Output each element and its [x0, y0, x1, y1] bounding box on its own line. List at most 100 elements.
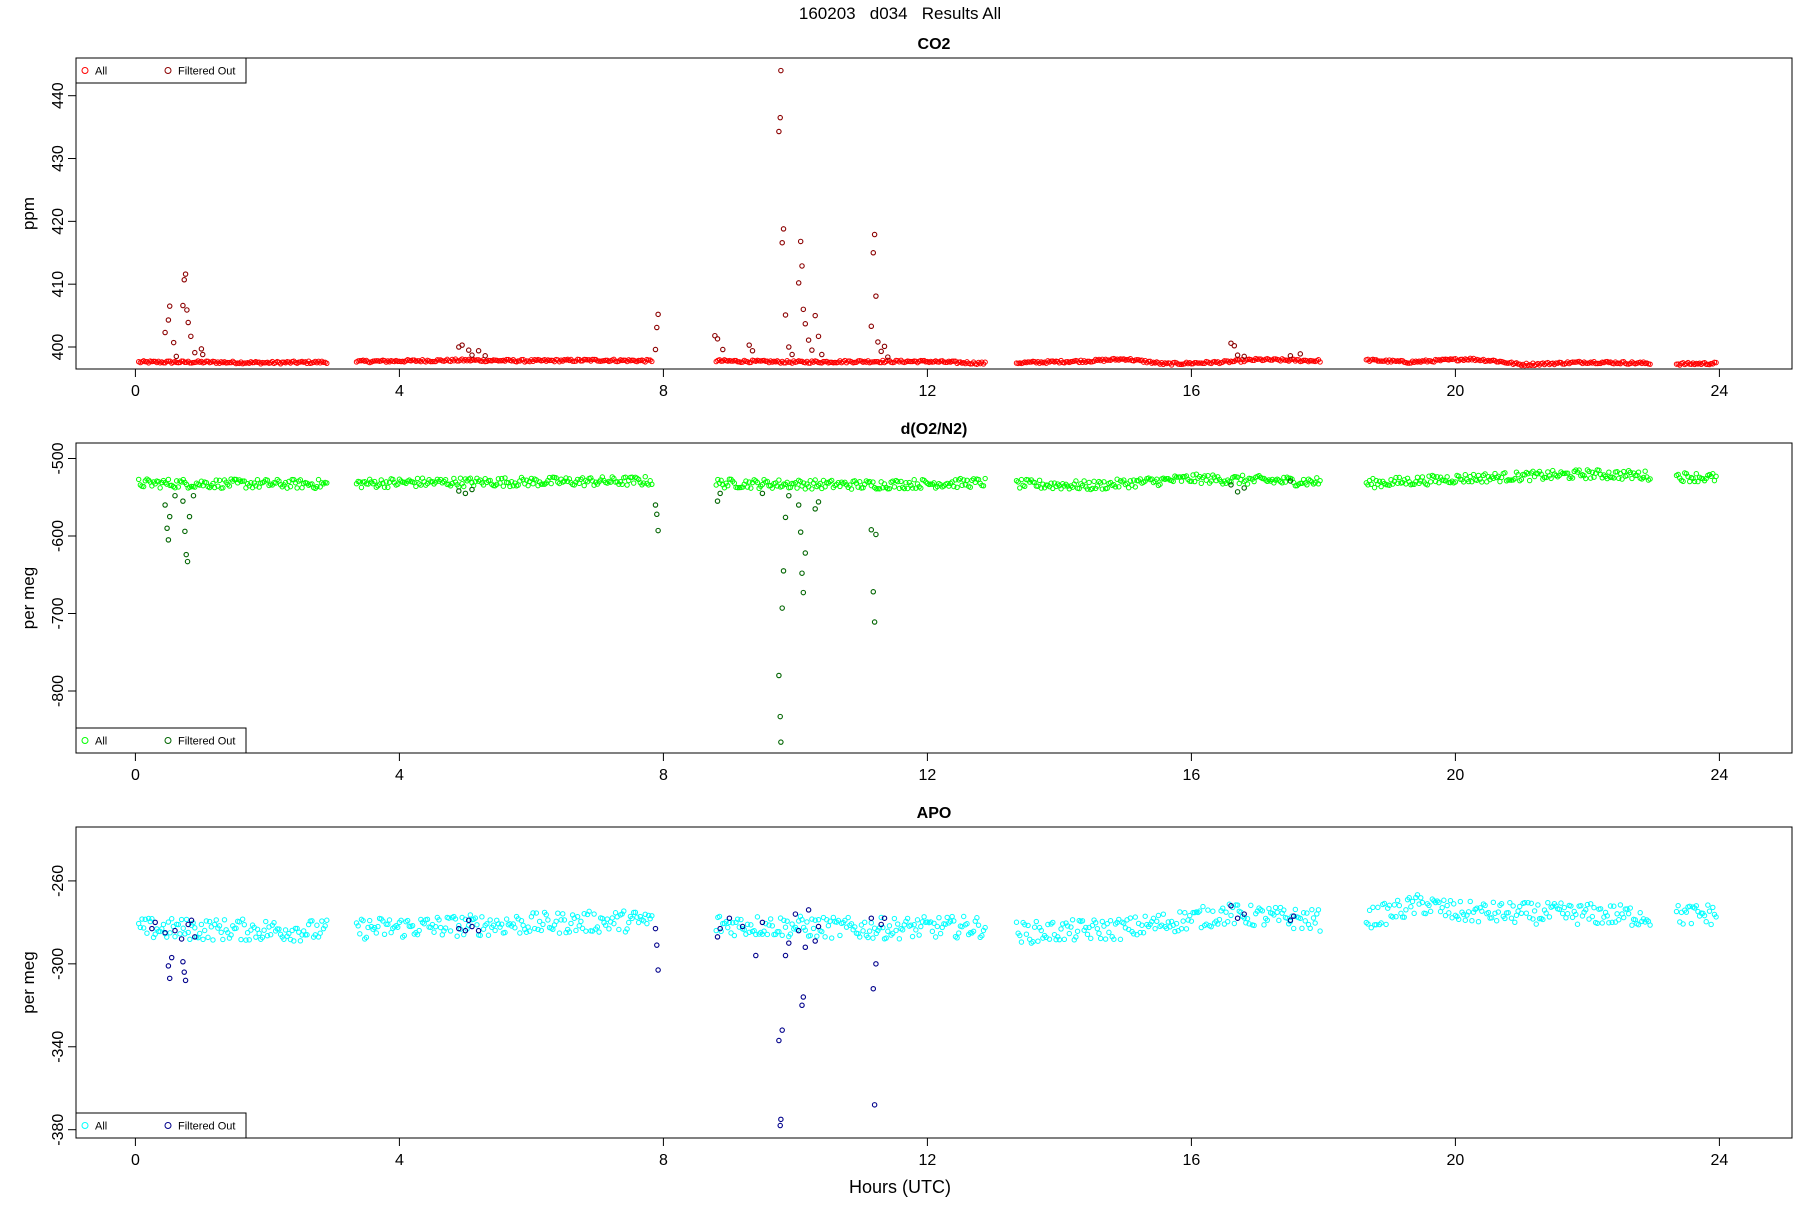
- point-all-apo: [964, 921, 970, 927]
- point-filtered-co2: [1241, 353, 1247, 360]
- point-all-apo: [1675, 902, 1681, 909]
- point-all-apo: [789, 921, 795, 927]
- point-all-apo: [944, 914, 950, 921]
- point-all-apo: [371, 924, 378, 931]
- point-all-apo: [286, 930, 292, 937]
- point-all-apo: [1172, 928, 1178, 935]
- point-all-apo: [1248, 902, 1254, 909]
- point-all-apo: [543, 912, 549, 918]
- point-all-apo: [754, 914, 761, 920]
- point-all-apo: [1624, 906, 1630, 912]
- point-all-o2n2: [294, 485, 300, 491]
- point-all-apo: [177, 931, 183, 937]
- point-all-apo: [1517, 903, 1523, 910]
- point-all-co2: [187, 360, 193, 366]
- point-all-o2n2: [1502, 470, 1508, 476]
- point-filtered-apo: [1228, 903, 1234, 909]
- point-all-apo: [1713, 914, 1719, 920]
- point-all-apo: [502, 929, 508, 936]
- point-all-co2: [584, 357, 591, 363]
- point-filtered-o2n2: [456, 488, 462, 494]
- point-all-apo: [1441, 897, 1447, 903]
- point-all-apo: [634, 914, 640, 920]
- point-all-apo: [268, 932, 274, 938]
- point-filtered-apo: [799, 1002, 805, 1009]
- point-filtered-co2: [1234, 352, 1241, 358]
- point-all-apo: [363, 934, 370, 941]
- point-all-o2n2: [980, 483, 987, 489]
- point-all-o2n2: [1205, 472, 1211, 479]
- point-filtered-apo: [871, 1102, 878, 1108]
- point-all-o2n2: [1215, 474, 1221, 480]
- point-all-o2n2: [718, 477, 724, 484]
- point-all-o2n2: [642, 474, 648, 480]
- point-all-o2n2: [1436, 480, 1442, 486]
- point-all-co2: [845, 358, 851, 364]
- point-all-apo: [466, 922, 472, 928]
- point-filtered-co2: [746, 342, 752, 348]
- point-all-o2n2: [164, 481, 170, 487]
- point-all-apo: [865, 934, 871, 941]
- point-all-apo: [324, 917, 330, 923]
- point-filtered-co2: [469, 352, 475, 358]
- point-all-apo: [913, 927, 919, 933]
- point-all-apo: [1056, 936, 1063, 943]
- point-filtered-co2: [875, 339, 881, 345]
- point-all-apo: [474, 922, 480, 928]
- point-all-apo: [1142, 913, 1148, 919]
- point-all-apo: [1116, 916, 1122, 923]
- point-all-o2n2: [1589, 469, 1596, 475]
- point-all-apo: [579, 925, 586, 932]
- point-all-apo: [395, 924, 401, 930]
- point-all-o2n2: [1203, 477, 1209, 483]
- point-all-apo: [1475, 919, 1482, 925]
- point-all-o2n2: [1569, 475, 1576, 481]
- point-filtered-o2n2: [1228, 482, 1234, 488]
- point-all-co2: [429, 358, 436, 365]
- x-tick-label-apo: 16: [1183, 1152, 1201, 1169]
- point-all-apo: [830, 914, 837, 921]
- point-all-apo: [802, 927, 808, 933]
- point-all-apo: [591, 911, 597, 917]
- point-all-apo: [1297, 915, 1304, 922]
- point-all-apo: [769, 923, 775, 929]
- point-all-apo: [746, 929, 752, 936]
- point-all-apo: [540, 921, 546, 928]
- y-tick-label-o2n2: -600: [50, 520, 67, 552]
- point-all-o2n2: [776, 477, 782, 483]
- point-filtered-o2n2: [655, 527, 661, 534]
- point-all-apo: [187, 936, 193, 943]
- point-filtered-co2: [777, 114, 783, 121]
- point-all-apo: [200, 936, 206, 943]
- point-all-co2: [1256, 356, 1262, 362]
- point-all-o2n2: [812, 477, 818, 483]
- point-filtered-co2: [465, 347, 472, 353]
- point-all-apo: [484, 921, 490, 927]
- point-all-o2n2: [901, 485, 907, 492]
- point-all-apo: [492, 927, 498, 934]
- point-all-apo: [1220, 905, 1226, 911]
- point-all-apo: [409, 922, 416, 929]
- point-all-apo: [1523, 910, 1530, 916]
- point-all-apo: [1225, 918, 1231, 925]
- point-all-o2n2: [959, 482, 965, 489]
- point-all-apo: [380, 918, 386, 924]
- point-all-apo: [447, 928, 454, 934]
- point-all-apo: [1022, 921, 1028, 928]
- point-all-apo: [904, 915, 911, 922]
- point-all-apo: [1490, 899, 1497, 906]
- point-all-apo: [1601, 914, 1607, 920]
- point-all-apo: [1406, 895, 1412, 901]
- point-all-o2n2: [502, 475, 508, 481]
- point-all-apo: [1050, 919, 1056, 926]
- point-all-apo: [1454, 913, 1460, 920]
- point-all-co2: [763, 358, 769, 364]
- point-all-apo: [1099, 918, 1106, 925]
- point-all-o2n2: [1079, 482, 1086, 489]
- point-all-apo: [1097, 935, 1104, 942]
- point-all-apo: [1568, 903, 1574, 909]
- point-all-apo: [182, 931, 188, 937]
- point-all-apo: [1556, 906, 1563, 913]
- point-all-o2n2: [1691, 478, 1698, 485]
- point-filtered-o2n2: [714, 498, 721, 504]
